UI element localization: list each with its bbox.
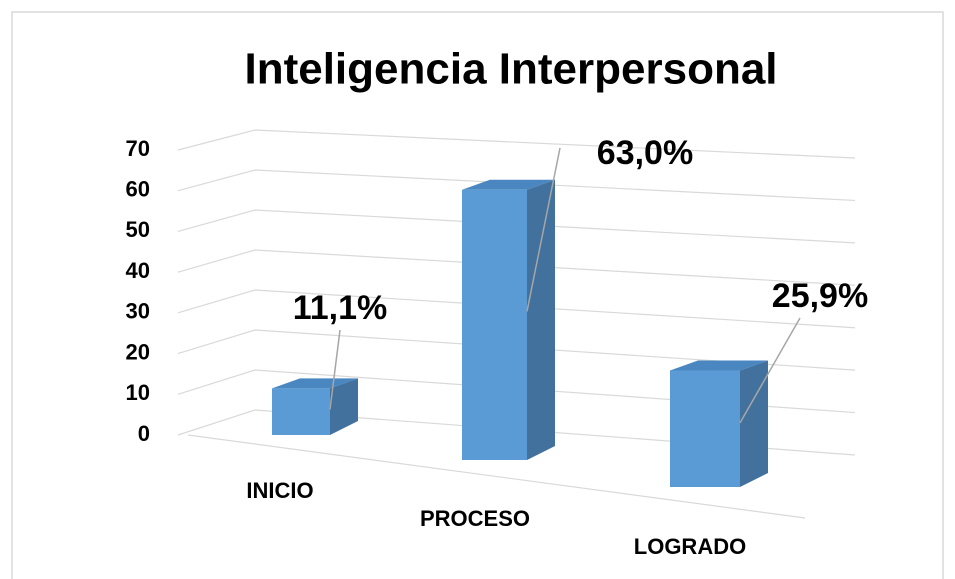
x-tick-label: PROCESO — [420, 506, 530, 531]
x-tick-label: INICIO — [246, 478, 313, 503]
floor-edge — [187, 434, 806, 519]
x-tick-label: LOGRADO — [634, 534, 746, 559]
grid-line — [177, 289, 856, 329]
grid-line — [177, 129, 856, 159]
data-label: 25,9% — [772, 277, 868, 315]
y-tick-label: 50 — [126, 217, 150, 242]
data-label: 63,0% — [597, 134, 693, 172]
leader-line — [739, 317, 801, 424]
leader-line — [526, 147, 561, 312]
bar — [272, 388, 330, 435]
y-tick-label: 60 — [126, 177, 150, 202]
y-tick-label: 10 — [126, 380, 150, 405]
grid-line — [177, 169, 856, 202]
bar-top — [462, 179, 555, 190]
bar-side — [527, 179, 555, 461]
grid-line — [177, 249, 856, 286]
y-tick-label: 70 — [126, 136, 150, 161]
grid-line — [177, 369, 856, 414]
y-tick-label: 40 — [126, 258, 150, 283]
bar-top — [670, 360, 768, 371]
y-tick-label: 30 — [126, 299, 150, 324]
grid-line — [177, 209, 856, 244]
bar-side — [330, 378, 358, 435]
y-tick-label: 20 — [126, 339, 150, 364]
chart-title: Inteligencia Interpersonal — [244, 45, 777, 94]
bar-top — [272, 378, 358, 389]
data-label: 11,1% — [293, 289, 388, 327]
y-tick-label: 0 — [138, 421, 150, 446]
grid-line — [177, 329, 856, 371]
leader-line — [329, 329, 341, 410]
grid-line — [177, 409, 856, 456]
bar — [462, 189, 527, 461]
bar — [670, 370, 740, 487]
bar-side — [740, 360, 768, 487]
